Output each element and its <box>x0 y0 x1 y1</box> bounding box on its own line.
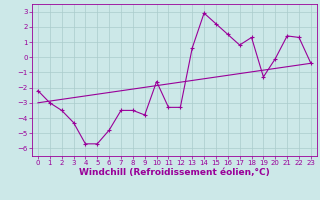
X-axis label: Windchill (Refroidissement éolien,°C): Windchill (Refroidissement éolien,°C) <box>79 168 270 177</box>
